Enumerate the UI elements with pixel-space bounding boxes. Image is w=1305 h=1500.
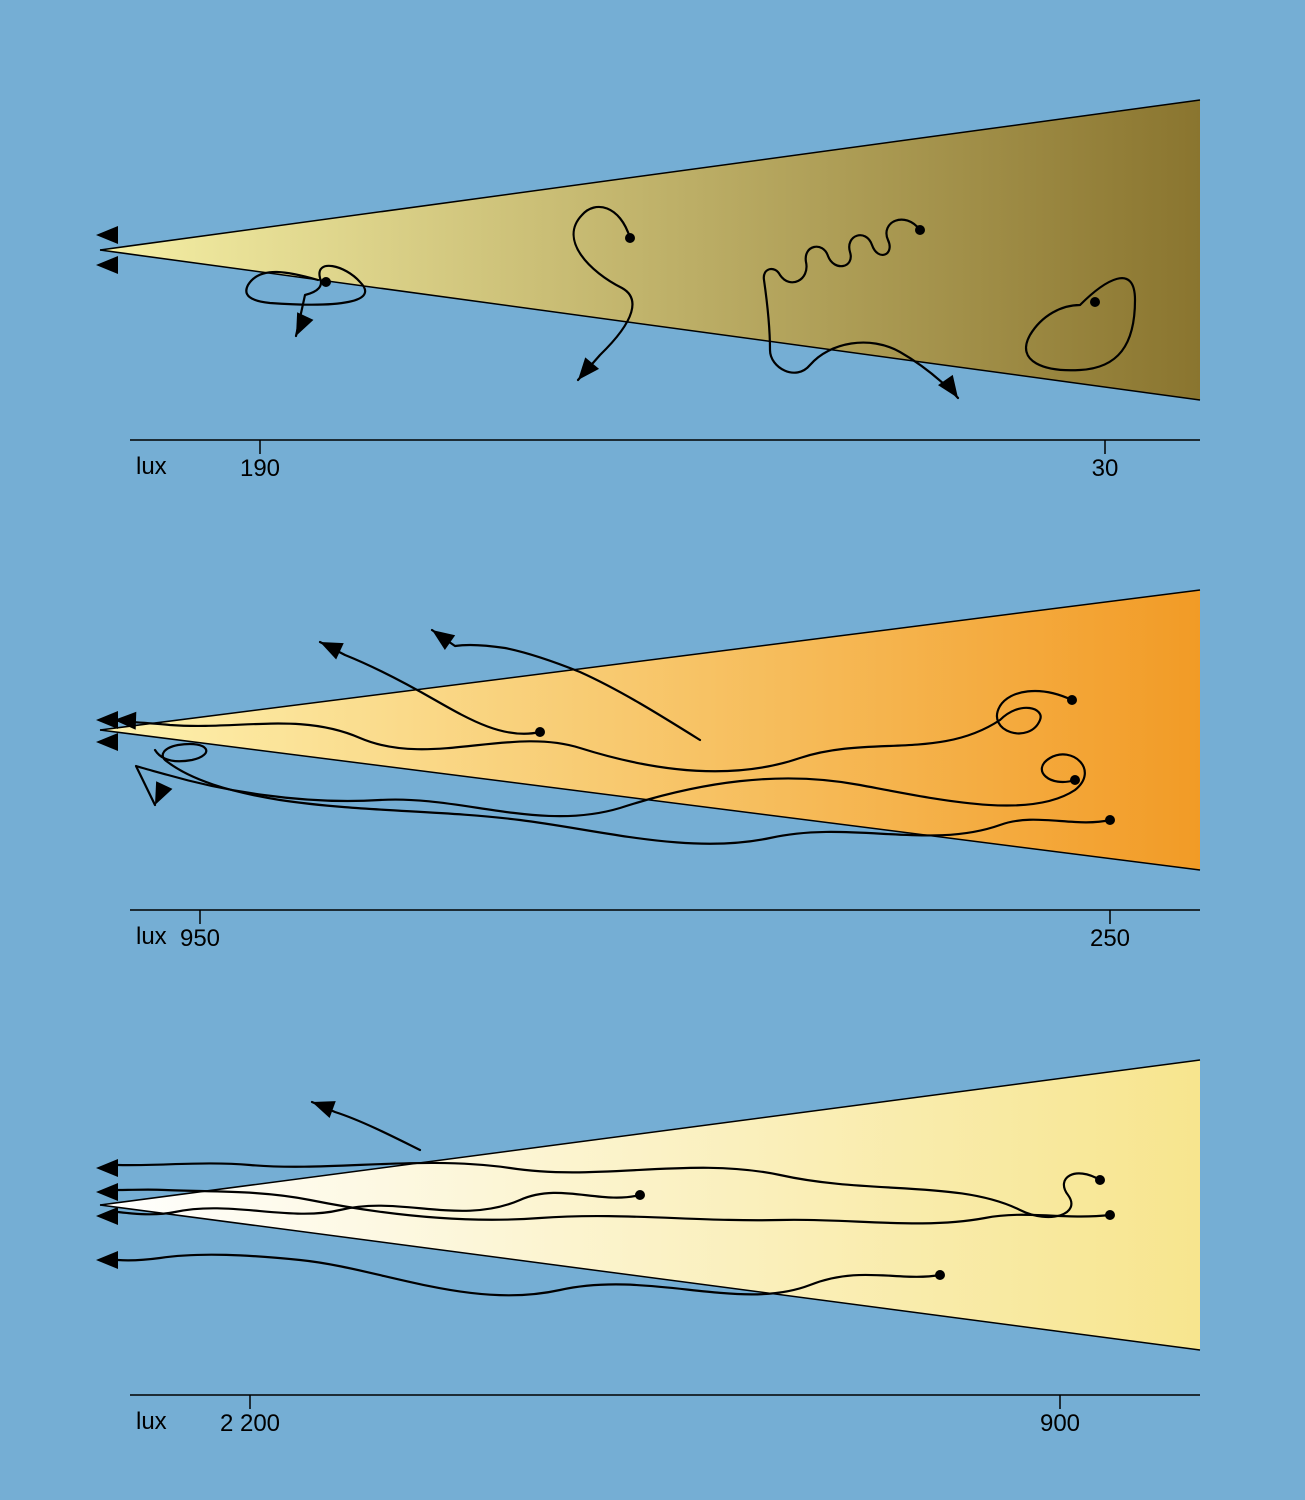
axis-tick-label: 30 [1092, 455, 1119, 482]
start-dot-3 [1105, 1210, 1115, 1220]
start-dot-1 [1070, 775, 1080, 785]
start-dot-1 [625, 233, 635, 243]
start-dot-2 [915, 225, 925, 235]
axis-tick-label: 900 [1040, 1410, 1080, 1437]
start-dot-1 [635, 1190, 645, 1200]
axis-tick-label: 250 [1090, 925, 1130, 952]
axis-tick-label: 950 [180, 925, 220, 952]
axis-unit-label: lux [136, 923, 167, 950]
start-dot-3 [535, 727, 545, 737]
start-dot-3 [1090, 297, 1100, 307]
axis-unit-label: lux [136, 1408, 167, 1435]
start-dot-0 [1095, 1175, 1105, 1185]
axis-tick-label: 190 [240, 455, 280, 482]
diagram-root: lux 190 30 lux 950 250 lux 2 200 900 [0, 0, 1305, 1500]
start-dot-2 [935, 1270, 945, 1280]
axis-tick-label: 2 200 [220, 1410, 280, 1437]
start-dot-0 [1067, 695, 1077, 705]
start-dot-2 [1105, 815, 1115, 825]
axis-unit-label: lux [136, 453, 167, 480]
start-dot-0 [321, 277, 331, 287]
